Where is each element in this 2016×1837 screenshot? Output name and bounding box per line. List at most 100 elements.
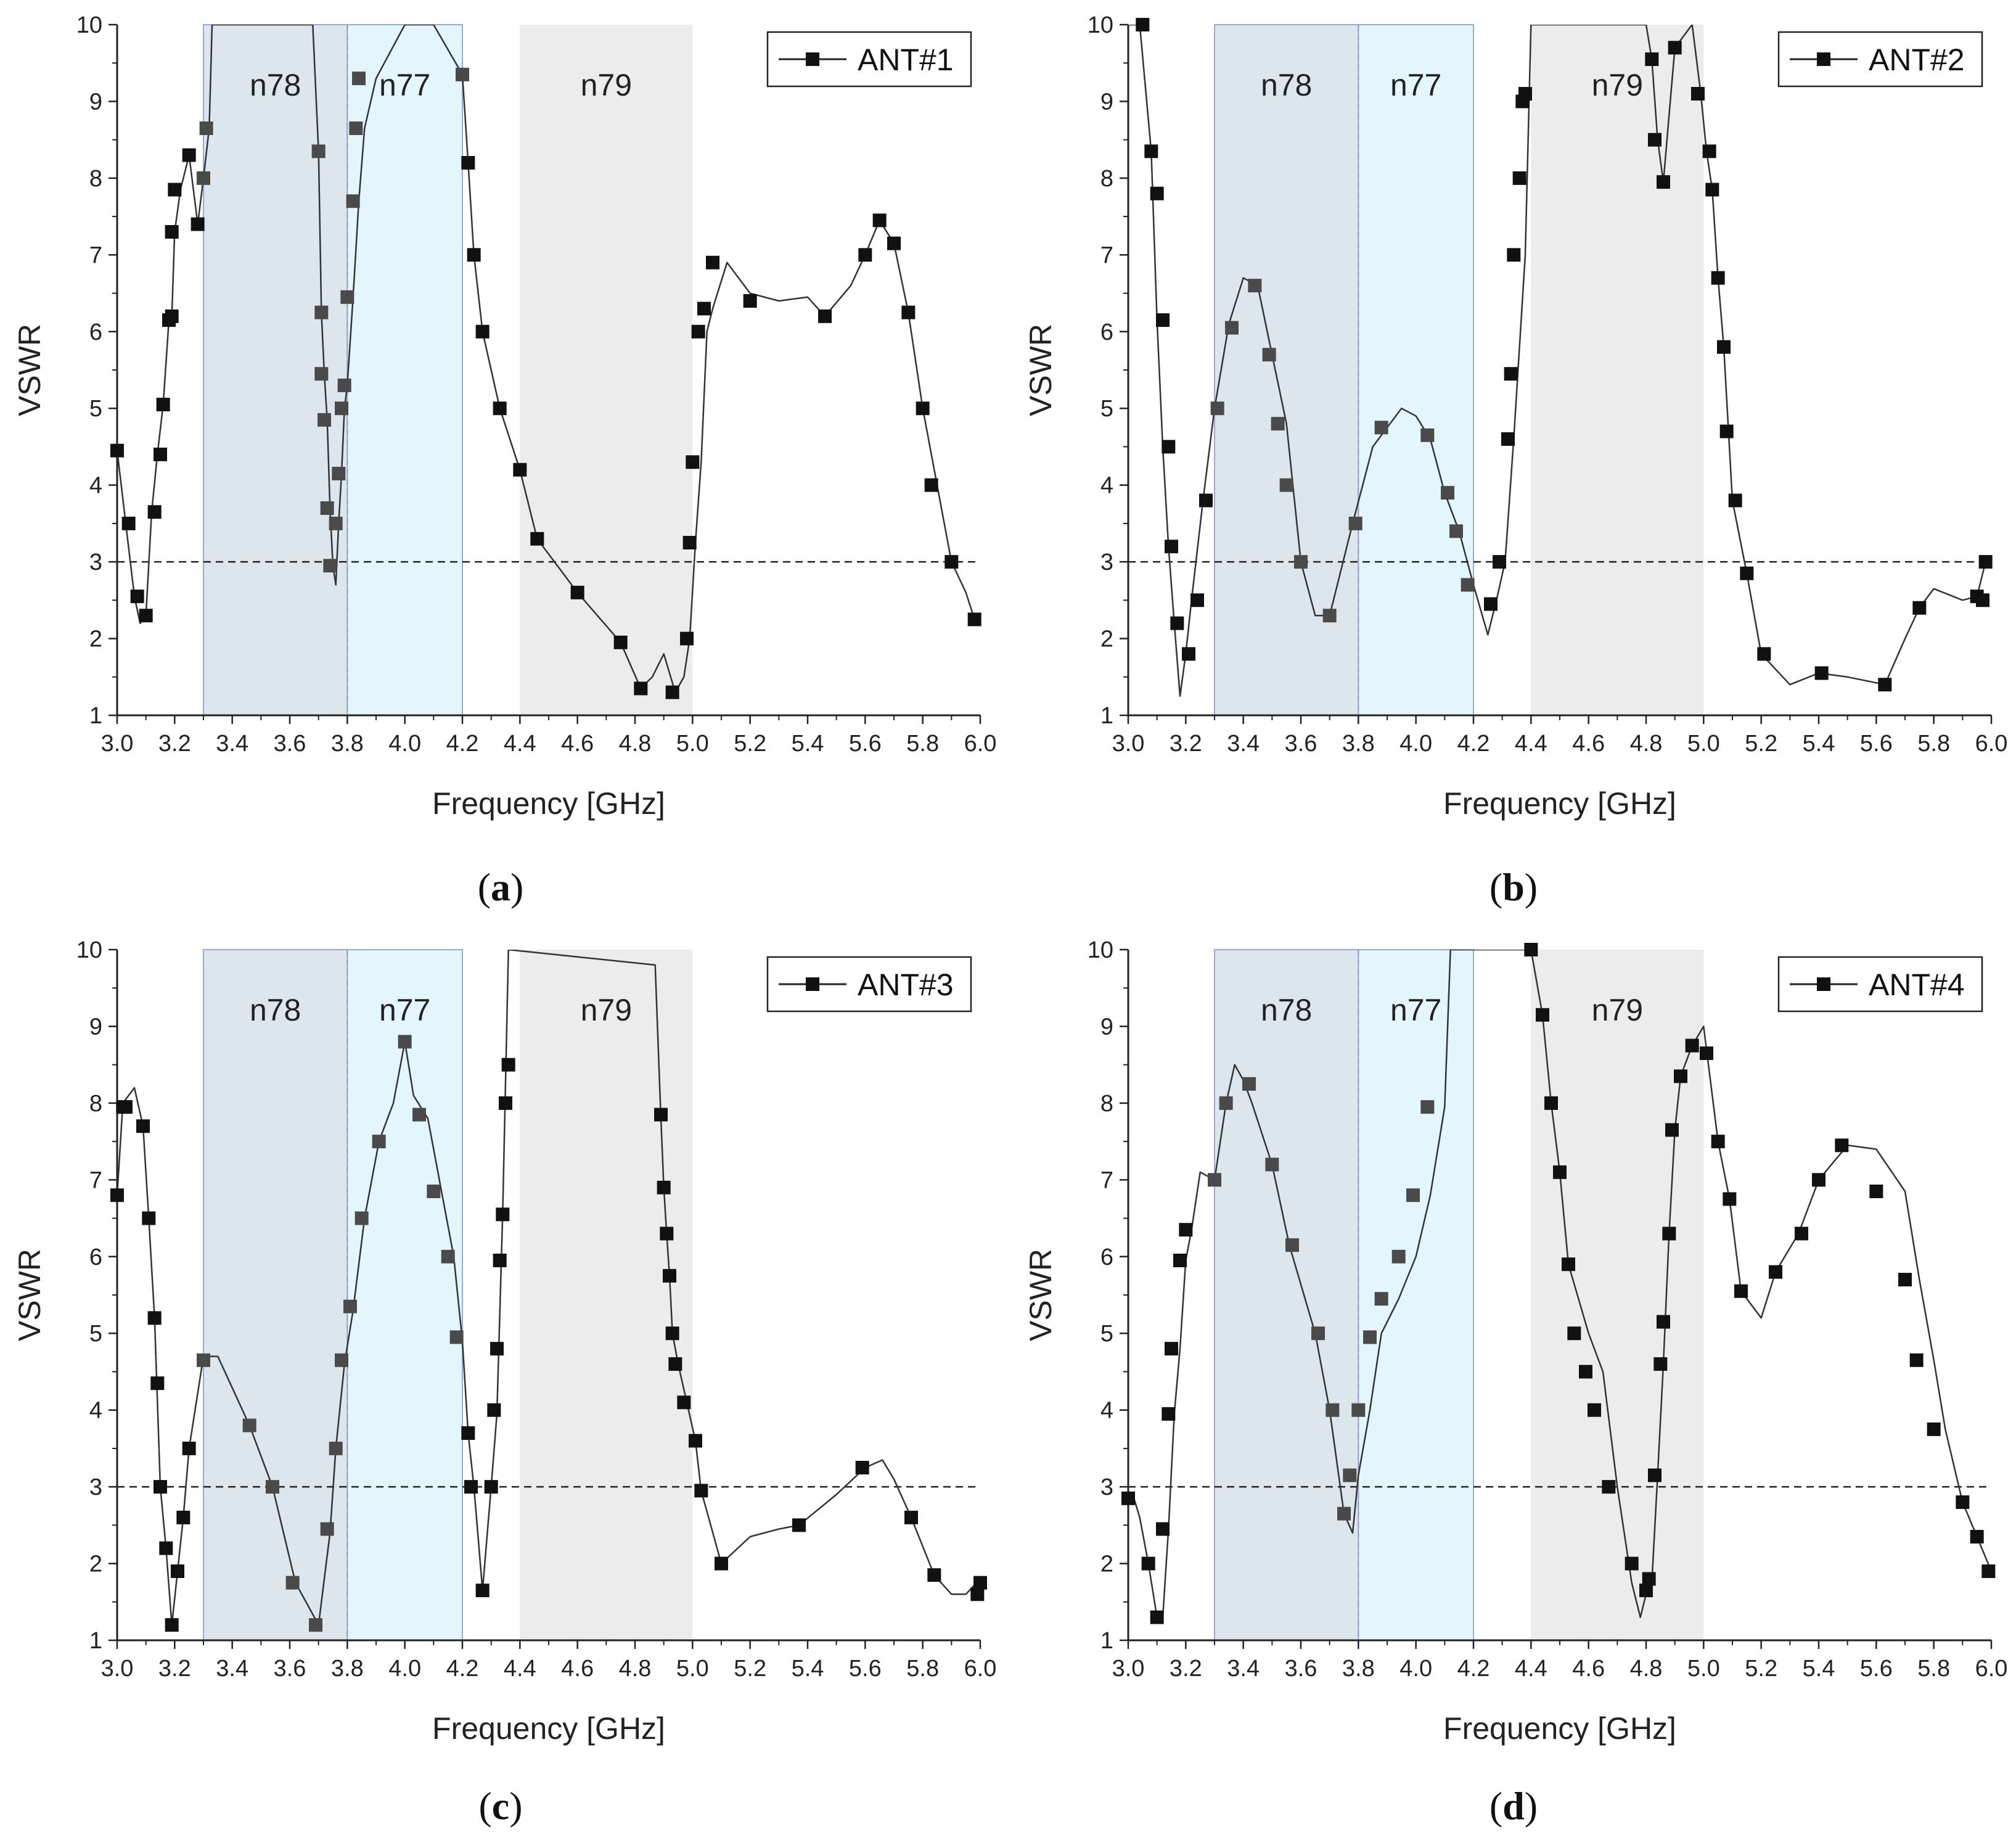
panel-a-data-point [570,585,584,599]
panel-a: VSWR Frequency [GHz] n78 n77 n79 3.0 3.2 3.4 3… [12,12,996,821]
panel-b-data-point [1878,678,1892,692]
panel-b-data-point [1294,555,1308,569]
panel-d-data-point [1835,1138,1849,1153]
panel-d-data-point [1898,1273,1912,1287]
panel-d-data-point [1662,1227,1676,1241]
panel-b-data-point [1668,41,1682,55]
panel-c-band-label-n79: n79 [581,993,632,1027]
panel-c-y-tick-label: 9 [89,1014,102,1040]
panel-d-x-tick-label: 3.6 [1285,1656,1317,1682]
panel-a-x-tick-label: 5.4 [792,731,824,757]
panel-b-data-point [1484,597,1498,611]
panel-a-x-tick-label: 4.4 [504,731,536,757]
panel-d-y-tick-label: 6 [1100,1244,1113,1270]
panel-b-y-tick-label: 3 [1100,549,1113,575]
panel-c-data-point [501,1058,515,1072]
panel-a-data-point [475,324,490,339]
panel-d-x-tick-label: 5.2 [1745,1656,1777,1682]
panel-a-data-point [680,631,694,646]
panel-d-data-point [1723,1192,1737,1206]
panel-d-x-tick-label: 6.0 [1975,1656,2008,1682]
panel-b-x-tick-label: 3.4 [1227,731,1260,757]
panel-a-data-point [924,478,938,492]
panel-d-x-tick-label: 3.8 [1342,1656,1375,1682]
panel-b-band-n78 [1214,24,1359,716]
panel-a-x-tick-label: 4.0 [388,731,421,757]
panel-c-data-point [493,1254,507,1267]
panel-c-data-point [496,1207,510,1222]
panel-a-data-point [682,536,697,549]
caption-d: (d) [1489,1784,1538,1828]
panel-c-data-point [657,1180,671,1194]
caption-d-letter: d [1502,1784,1525,1828]
panel-b-data-point [1645,52,1659,66]
panel-c-xlabel: Frequency [GHz] [432,1711,665,1746]
panel-b-data-point [1501,432,1515,446]
panel-a-band-label-n78: n78 [250,68,301,102]
panel-b-legend-label: ANT#2 [1869,43,1965,77]
caption-b-letter: b [1502,865,1525,909]
panel-a-x-tick-label: 3.2 [158,731,191,757]
panel-b-data-point [1348,516,1362,530]
panel-c-data-point [461,1426,475,1440]
panel-b-band-label-n79: n79 [1592,68,1643,102]
panel-a-x-tick-label: 4.6 [561,731,594,757]
panel-d-y-tick-label: 3 [1100,1474,1113,1500]
panel-c-data-point [427,1185,441,1198]
panel-d-data-point [1981,1564,1996,1578]
panel-a-data-point [456,67,469,81]
panel-d-y-tick-label: 7 [1100,1167,1113,1193]
panel-c-band-n79 [520,950,693,1640]
panel-b-y-tick-label: 1 [1100,703,1113,729]
panel-a-y-tick-label: 7 [89,242,102,268]
panel-c-y-tick-label: 3 [89,1474,102,1500]
panel-c-x-tick-label: 5.2 [734,1656,766,1682]
panel-d-y-tick-label: 4 [1100,1398,1113,1424]
panel-b-data-point [1449,524,1463,538]
panel-d-data-point [1927,1422,1941,1436]
panel-a-x-tick-label: 5.0 [676,731,709,757]
panel-d-data-point [1311,1326,1325,1341]
panel-b-x-tick-label: 3.2 [1170,731,1202,757]
panel-b-data-point [1493,555,1506,569]
panel-a-data-point [320,501,334,515]
panel-c-x-tick-label: 5.4 [792,1656,824,1682]
panel-c-y-tick-label: 7 [89,1167,102,1193]
panel-c-data-point [677,1395,691,1410]
panel-b-data-point [1279,478,1293,492]
panel-c-x-tick-label: 6.0 [964,1656,997,1682]
panel-b-data-point [1504,367,1518,381]
panel-d-data-point [1588,1403,1601,1417]
panel-d-x-tick-label: 5.8 [1917,1656,1950,1682]
panel-d-data-point [1567,1326,1581,1341]
panel-c-x-tick-label: 3.6 [274,1656,306,1682]
panel-d-data-point [1653,1357,1668,1371]
panel-a-y-tick-label: 8 [89,166,102,192]
panel-c-data-point [927,1568,941,1582]
caption-c: (c) [478,1784,522,1828]
panel-b-data-point [1144,144,1158,158]
panel-a-band-label-n79: n79 [581,68,632,102]
panel-a-data-point [634,681,648,696]
panel-a-x-tick-label: 4.2 [446,731,479,757]
panel-a-data-point [121,516,136,530]
panel-d-y-tick-label: 10 [1088,937,1113,963]
panel-d-data-point [1648,1468,1662,1482]
panel-a-data-point [818,309,832,323]
panel-d-x-tick-label: 4.4 [1515,1656,1547,1682]
panel-a-data-point [467,248,481,262]
svg-text:(d): (d) [1489,1784,1538,1828]
panel-c-data-point [136,1119,150,1133]
panel-b-band-label-n77: n77 [1390,68,1441,102]
panel-d-data-point [1179,1223,1193,1237]
panel-d-data-point [1337,1506,1351,1521]
panel-d-data-point [1956,1495,1970,1509]
caption-c-open: ( [478,1784,491,1828]
panel-b-xlabel: Frequency [GHz] [1443,786,1676,821]
panel-d-data-point [1685,1038,1699,1053]
panel-a-x-tick-label: 3.4 [216,731,248,757]
panel-d-data-point [1769,1265,1782,1279]
caption-a-open: ( [478,865,491,909]
panel-c-data-point [335,1353,348,1367]
